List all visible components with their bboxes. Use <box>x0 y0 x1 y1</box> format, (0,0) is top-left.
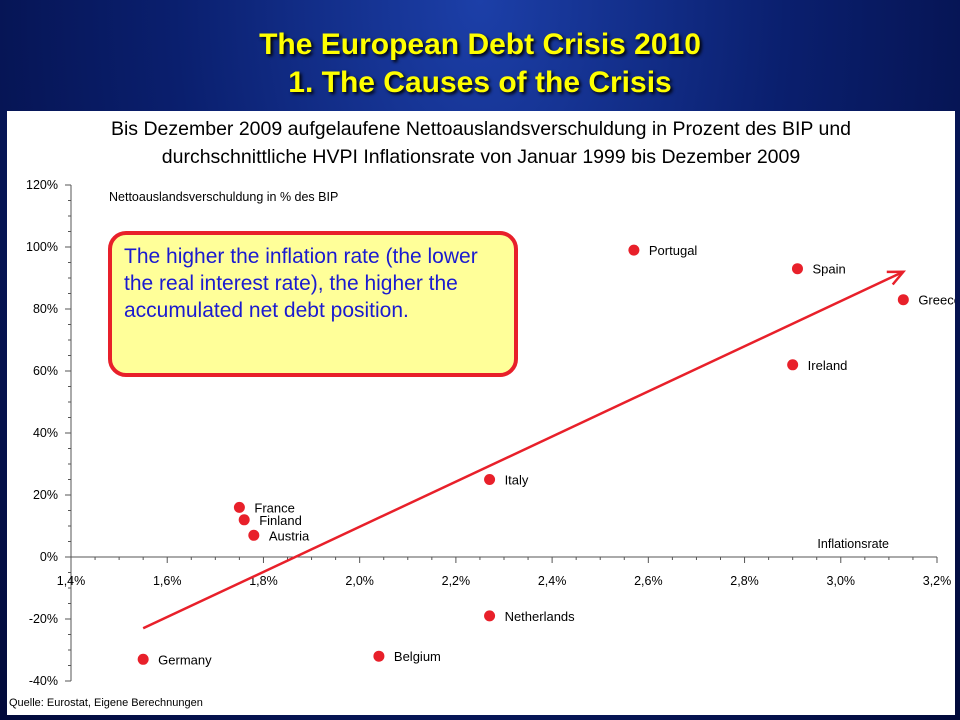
y-tick-label: 80% <box>33 302 58 316</box>
y-tick-label: -20% <box>29 612 58 626</box>
scatter-chart: 120% 100% 80% 60% 40% 20% 0% -20% -40% 1,4% 1,6% 1,… <box>26 178 955 688</box>
data-point <box>628 244 640 256</box>
data-point-label: Finland <box>259 513 302 528</box>
annotation-callout: The higher the inflation rate (the lower… <box>108 231 518 377</box>
y-tick-label: 120% <box>26 178 58 192</box>
x-tick-label: 2,8% <box>730 574 759 588</box>
y-tick-label: -40% <box>29 674 58 688</box>
data-point <box>791 263 803 275</box>
data-point-label: Greece <box>918 293 955 308</box>
data-point <box>787 359 799 371</box>
y-tick-label: 0% <box>40 550 58 564</box>
x-tick-label: 3,0% <box>827 574 856 588</box>
slide-subtitle: 1. The Causes of the Crisis <box>288 66 672 99</box>
y-axis-label: Nettoauslandsverschuldung in % des BIP <box>109 190 338 204</box>
x-tick-label: 2,4% <box>538 574 567 588</box>
data-point <box>137 653 149 665</box>
x-tick-label: 1,6% <box>153 574 182 588</box>
x-tick-label: 1,4% <box>57 574 86 588</box>
data-point-label: Italy <box>505 473 529 488</box>
x-tick-label: 2,6% <box>634 574 663 588</box>
chart-subtitle: durchschnittliche HVPI Inflationsrate vo… <box>161 146 801 168</box>
x-axis-label: Inflationsrate <box>817 537 889 551</box>
chart-panel: Bis Dezember 2009 aufgelaufene Nettoausl… <box>7 111 955 715</box>
data-point <box>484 610 496 622</box>
trend-arrow-head <box>886 270 906 286</box>
y-tick-label: 40% <box>33 426 58 440</box>
data-point <box>248 529 260 541</box>
data-point <box>897 294 909 306</box>
data-point <box>233 501 245 513</box>
data-point-label: Germany <box>158 652 212 667</box>
data-point <box>238 514 250 526</box>
data-point-label: Austria <box>269 528 310 543</box>
data-point-label: Belgium <box>394 649 441 664</box>
data-point <box>373 650 385 662</box>
data-point-label: France <box>254 500 294 515</box>
chart-title: Bis Dezember 2009 aufgelaufene Nettoausl… <box>110 118 852 140</box>
data-point <box>484 474 496 485</box>
x-tick-label: 2,0% <box>345 574 374 588</box>
x-tick-label: 1,8% <box>249 574 278 588</box>
source-note: Quelle: Eurostat, Eigene Berechnungen <box>9 697 203 709</box>
x-tick-label: 3,2% <box>923 574 952 588</box>
x-tick-label: 2,2% <box>442 574 471 588</box>
y-tick-label: 100% <box>26 240 58 254</box>
slide-header: The European Debt Crisis 2010 1. The Cau… <box>0 0 960 110</box>
data-point-label: Netherlands <box>505 609 576 624</box>
data-point-label: Ireland <box>808 358 848 373</box>
trend-arrow-line <box>142 270 904 630</box>
annotation-text: The higher the inflation rate (the lower… <box>124 245 478 322</box>
y-tick-label: 20% <box>33 488 58 502</box>
data-point-label: Spain <box>812 262 845 277</box>
slide-title: The European Debt Crisis 2010 <box>259 28 701 61</box>
y-tick-label: 60% <box>33 364 58 378</box>
data-point-label: Portugal <box>649 243 698 258</box>
